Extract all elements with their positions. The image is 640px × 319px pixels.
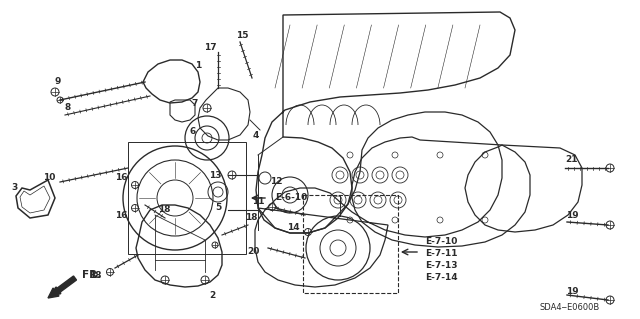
Text: E-7-10: E-7-10 <box>425 238 458 247</box>
Text: SDA4‒E0600B: SDA4‒E0600B <box>540 303 600 313</box>
Text: 8: 8 <box>65 103 71 113</box>
Text: 18: 18 <box>90 271 102 279</box>
Text: 20: 20 <box>248 248 260 256</box>
Bar <box>303 195 398 293</box>
Text: E-7-14: E-7-14 <box>425 273 458 283</box>
Text: E-7-11: E-7-11 <box>425 249 458 258</box>
Text: 2: 2 <box>209 291 215 300</box>
Text: 12: 12 <box>270 177 282 187</box>
Text: E-7-13: E-7-13 <box>425 262 458 271</box>
Text: 3: 3 <box>12 183 18 192</box>
Text: 16: 16 <box>115 174 128 182</box>
Text: E-6-10: E-6-10 <box>275 194 307 203</box>
Text: 17: 17 <box>204 43 216 53</box>
Text: 7: 7 <box>191 100 198 108</box>
Text: 4: 4 <box>253 130 259 139</box>
Text: 18: 18 <box>158 205 170 214</box>
Text: 11: 11 <box>253 197 265 206</box>
FancyArrow shape <box>48 276 77 298</box>
Text: 21: 21 <box>566 155 579 165</box>
Bar <box>128 142 246 254</box>
Text: 9: 9 <box>55 78 61 86</box>
Text: FR.: FR. <box>82 270 101 280</box>
Text: 16: 16 <box>115 211 128 219</box>
Text: 15: 15 <box>236 31 248 40</box>
Text: 13: 13 <box>209 170 222 180</box>
Text: 5: 5 <box>215 204 221 212</box>
Text: 10: 10 <box>43 174 55 182</box>
Text: 6: 6 <box>189 128 196 137</box>
Text: 19: 19 <box>566 211 579 219</box>
Text: 1: 1 <box>195 61 201 70</box>
Text: 18: 18 <box>245 213 257 222</box>
Text: 19: 19 <box>566 287 579 296</box>
Text: 14: 14 <box>287 224 300 233</box>
